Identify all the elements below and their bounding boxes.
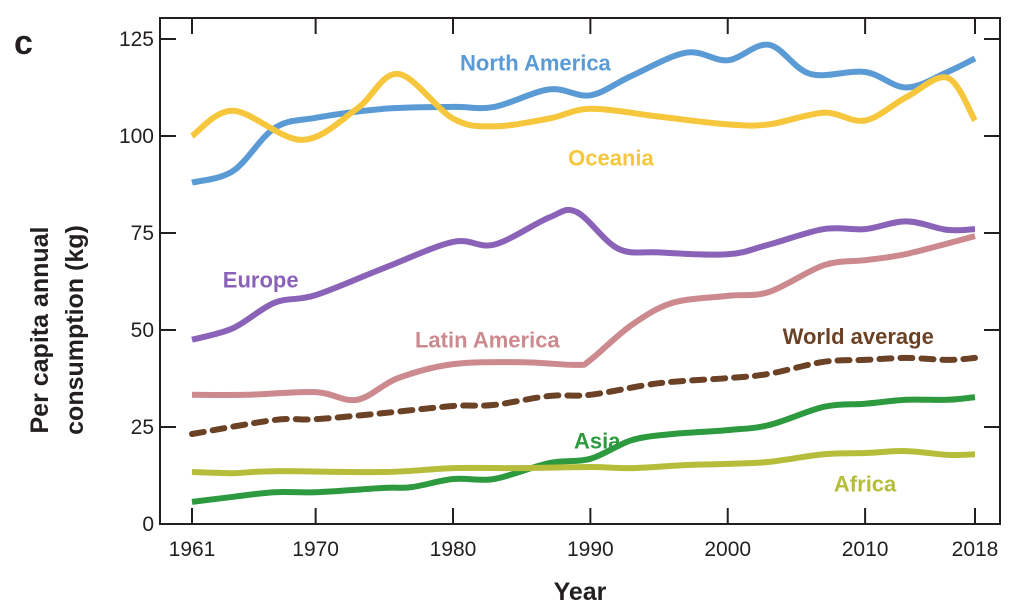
y-tick-label: 50 [131,319,154,342]
x-tick-label: 1961 [169,538,216,561]
series-labels: North America Oceania Europe Latin America W… [223,50,934,496]
x-axis-title: Year [554,578,607,606]
y-axis-ticks: 0 25 50 75 100 125 [119,28,1000,536]
series-label-north-america: North America [460,50,612,75]
y-tick-label: 100 [119,125,154,148]
y-axis-title-line-2: consumption (kg) [61,225,89,435]
x-tick-label: 2018 [952,538,999,561]
y-tick-label: 125 [119,28,154,51]
x-tick-label: 1990 [567,538,614,561]
x-tick-label: 1980 [430,538,477,561]
x-tick-label: 2000 [704,538,751,561]
y-tick-label: 25 [131,416,154,439]
series-line-north-america [191,41,977,186]
series-label-latin-america: Latin America [415,328,560,353]
series-line-world-average [189,354,978,437]
series-lines [189,41,978,505]
series-label-oceania: Oceania [568,145,654,170]
panel-label: c [14,24,33,62]
series-label-asia: Asia [574,429,621,454]
x-tick-label: 2010 [842,538,889,561]
series-line-oceania [190,70,978,143]
series-line-asia [191,394,976,505]
series-label-africa: Africa [834,471,897,496]
x-axis-ticks: 1961 1970 1980 1990 2000 2010 2018 [169,18,999,561]
plot-frame [159,17,1001,525]
y-axis-title-line-1: Per capita annual [26,226,54,433]
series-label-world-average: World average [783,324,934,349]
series-line-africa [191,448,976,477]
series-line-latin-america [191,233,976,404]
series-label-europe: Europe [223,268,299,293]
series-line-europe [191,206,976,343]
x-tick-label: 1970 [292,538,339,561]
y-tick-label: 0 [142,513,154,536]
y-tick-label: 75 [131,222,154,245]
y-axis-title: Per capita annual consumption (kg) [26,225,89,435]
